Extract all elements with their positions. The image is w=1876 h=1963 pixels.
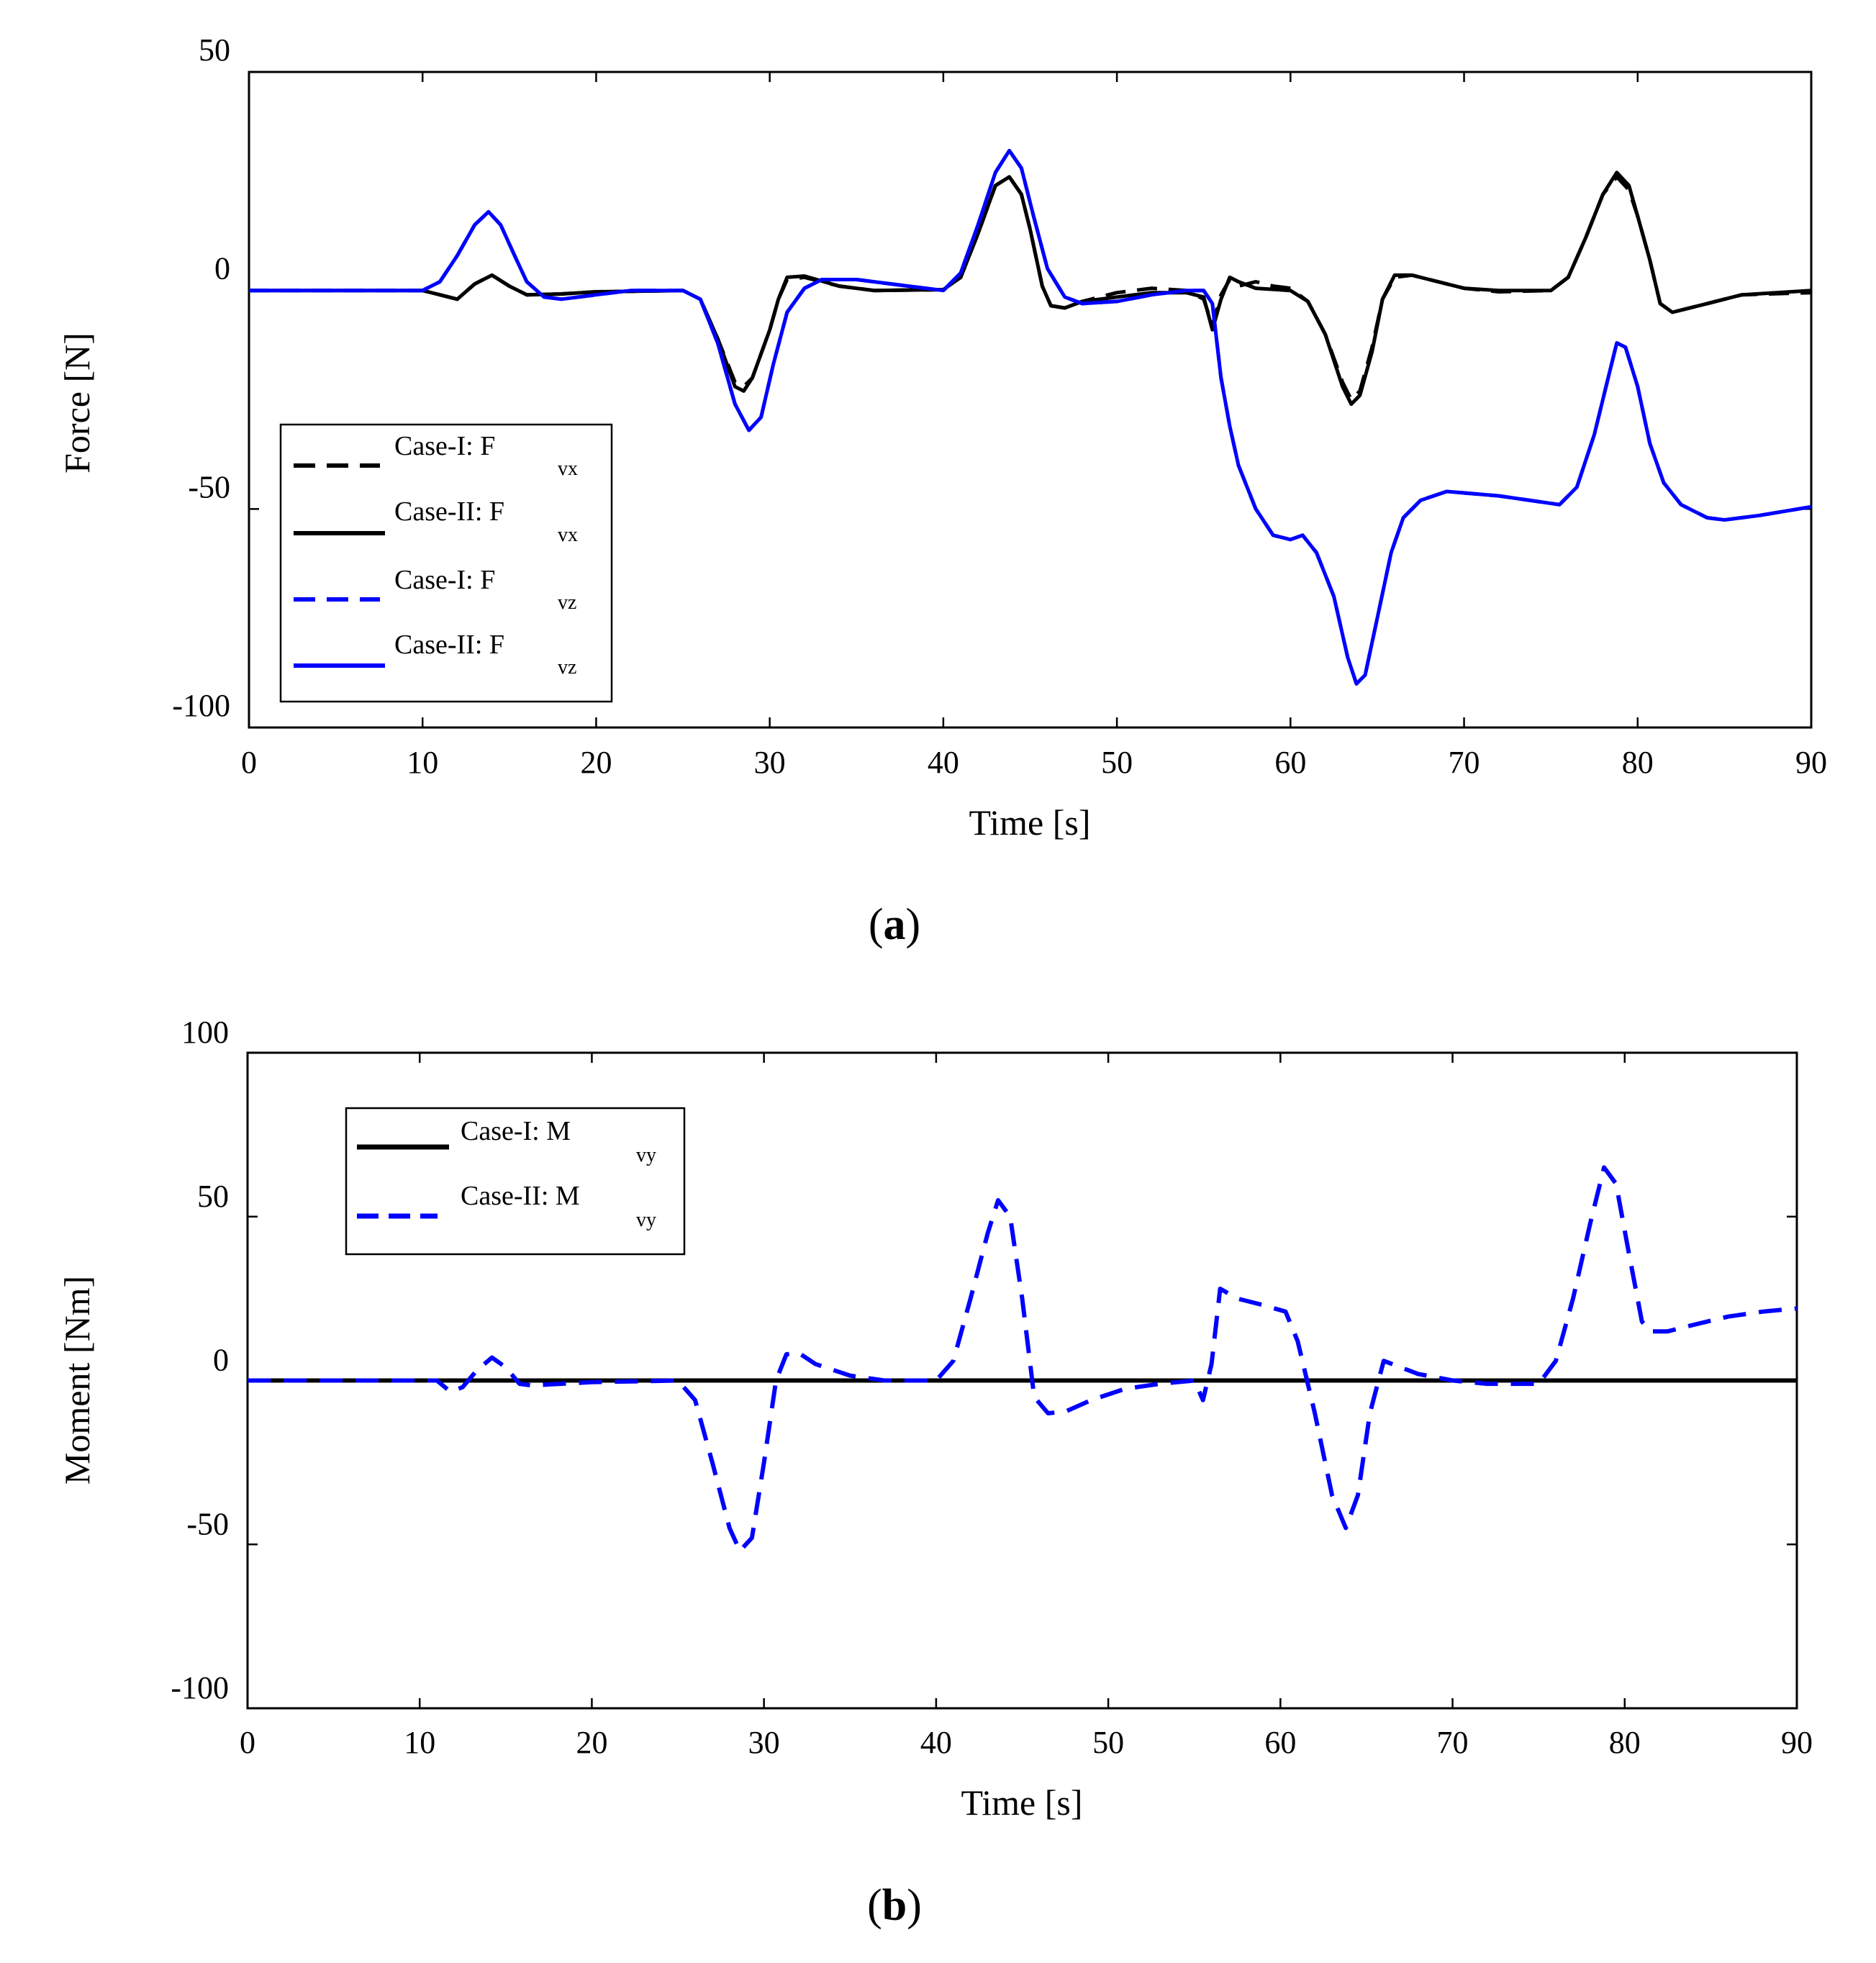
panel-letter-b: b <box>882 1881 907 1930</box>
panel-label-b: (b) <box>867 1881 922 1930</box>
chart-a-series-case-i-f-vx <box>249 175 1812 402</box>
chart-b-legend-box <box>345 1107 686 1256</box>
legend-entry-case2-fvx: Case-II: F vx <box>294 497 578 546</box>
chart-b-y-tick-label: -50 <box>186 1506 229 1541</box>
legend-subscript-case2-fvz: vz <box>558 656 576 679</box>
chart-b-x-tick-label: 50 <box>1092 1725 1124 1760</box>
chart-a-x-tick-label: 60 <box>1274 745 1306 780</box>
chart-b-y-axis: 100 50 0 -50 -100 <box>171 1015 1797 1705</box>
chart-a-x-axis: 0 10 20 30 40 50 60 70 80 90 <box>241 72 1827 780</box>
chart-a-x-tick-label: 50 <box>1101 745 1133 780</box>
chart-b-y-axis-label: Moment [Nm] <box>57 1276 97 1484</box>
chart-a-series-case-ii-f-vz <box>249 148 1812 686</box>
chart-b-x-tick-label: 20 <box>576 1725 607 1760</box>
chart-b-x-tick-label: 90 <box>1781 1725 1813 1760</box>
chart-b-x-tick-label: 10 <box>404 1725 435 1760</box>
chart-a-x-tick-label: 90 <box>1795 745 1827 780</box>
legend-subscript-case2-fvx: vx <box>558 524 578 546</box>
chart-a-x-tick-label: 0 <box>241 745 257 780</box>
chart-b-x-axis-label: Time [s] <box>961 1782 1082 1823</box>
legend-subscript-case2-mvy: vy <box>636 1209 656 1231</box>
chart-a-legend: Case-I: F vx Case-II: F vx Case-I: F vz … <box>279 423 613 703</box>
chart-b-y-tick-label: -100 <box>171 1670 229 1705</box>
chart-a-y-axis: 50 0 -50 -100 <box>172 32 1811 723</box>
chart-b-series-group <box>248 1165 1798 1554</box>
chart-a-x-tick-label: 10 <box>407 745 438 780</box>
chart-b-x-tick-label: 30 <box>748 1725 780 1760</box>
chart-b-x-tick-label: 0 <box>240 1725 255 1760</box>
legend-label-case1-mvy: Case-I: M <box>461 1116 571 1146</box>
chart-a-force: 0 10 20 30 40 50 60 70 80 90 500-50-100 Time [s] … <box>57 32 1827 949</box>
chart-b-legend: Case-I: M vy Case-II: M vy <box>345 1107 686 1256</box>
chart-a-x-tick-label: 80 <box>1622 745 1654 780</box>
legend-subscript-case1-fvz: vz <box>558 591 576 614</box>
chart-a-x-tick-label: 70 <box>1449 745 1480 780</box>
chart-a-y-axis-label: Force [N] <box>57 332 97 473</box>
chart-b-y-tick-label: 50 <box>197 1179 229 1214</box>
panel-label-a: (a) <box>869 900 920 949</box>
chart-b-moment: 0 10 20 30 40 50 60 70 80 90 100 50 0 -50 -100 Time [… <box>57 1015 1813 1930</box>
chart-b-y-tick-label: 0 <box>213 1343 229 1378</box>
chart-a-x-axis-label: Time [s] <box>969 802 1090 843</box>
legend-subscript-case1-mvy: vy <box>636 1144 656 1166</box>
legend-entry-case1-fvz: Case-I: F vz <box>294 565 576 614</box>
chart-a-x-tick-label: 40 <box>928 745 959 780</box>
legend-label-case2-mvy: Case-II: M <box>461 1181 580 1211</box>
legend-entry-case2-mvy: Case-II: M vy <box>357 1181 656 1231</box>
chart-a-x-tick-label: 20 <box>580 745 612 780</box>
legend-label-case2-fvx: Case-II: F <box>394 497 504 527</box>
chart-a-y-tick-label: 0 <box>214 251 230 286</box>
chart-a-legend-box <box>279 423 613 703</box>
chart-b-x-tick-label: 80 <box>1609 1725 1641 1760</box>
chart-b-x-tick-label: 70 <box>1437 1725 1469 1760</box>
legend-subscript-case1-fvx: vx <box>558 458 578 480</box>
chart-a-y-tick-label: -50 <box>188 469 230 504</box>
legend-entry-case1-mvy: Case-I: M vy <box>357 1116 656 1166</box>
chart-b-x-axis: 0 10 20 30 40 50 60 70 80 90 <box>240 1053 1813 1760</box>
chart-a-y-tick-label: -100 <box>172 688 230 723</box>
chart-a-x-tick-label: 30 <box>754 745 786 780</box>
legend-entry-case2-fvz: Case-II: F vz <box>294 630 576 679</box>
chart-b-y-tick-label: 100 <box>181 1015 229 1050</box>
panel-letter-a: a <box>884 900 906 949</box>
chart-b-series-case-ii-m-vy <box>248 1165 1798 1554</box>
chart-a-series-group <box>249 148 1812 686</box>
legend-label-case2-fvz: Case-II: F <box>394 630 504 660</box>
chart-a-y-tick-label: 50 <box>199 32 230 68</box>
chart-a-plot-area <box>248 71 1813 729</box>
legend-label-case1-fvx: Case-I: F <box>394 431 495 461</box>
chart-b-x-tick-label: 40 <box>920 1725 952 1760</box>
legend-entry-case1-fvx: Case-I: F vx <box>294 431 578 480</box>
legend-label-case1-fvz: Case-I: F <box>394 565 495 595</box>
chart-b-x-tick-label: 60 <box>1264 1725 1296 1760</box>
